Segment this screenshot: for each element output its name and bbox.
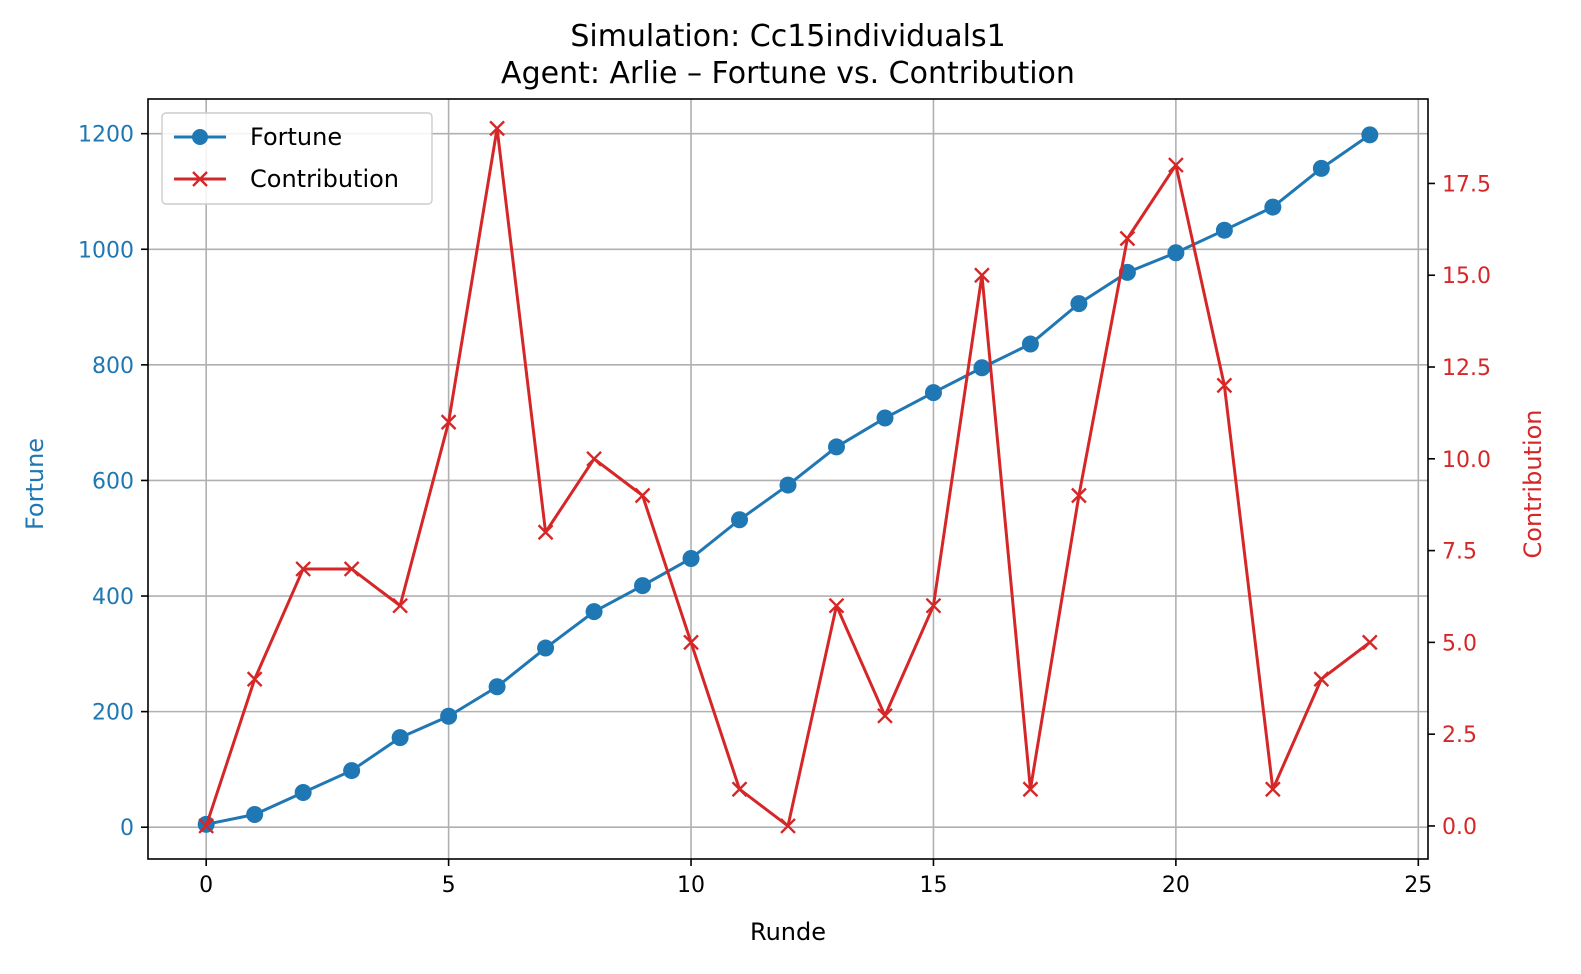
x-axis-label: Runde (750, 918, 826, 946)
y-tick-label-left: 800 (92, 354, 134, 379)
y-tick-label-left: 0 (120, 816, 134, 841)
data-point-contribution (1168, 157, 1184, 173)
data-point-fortune (585, 603, 603, 621)
legend-contribution-marker (192, 171, 208, 187)
series-contribution (198, 120, 1378, 834)
data-point-contribution (489, 120, 505, 137)
data-point-contribution (974, 267, 990, 284)
series-layer (197, 120, 1379, 834)
data-point-contribution (1216, 377, 1233, 394)
data-point-contribution (828, 597, 845, 614)
data-point-contribution (683, 634, 699, 651)
y-tick-label-right: 5.0 (1442, 631, 1477, 656)
y-tick-label-right: 12.5 (1442, 356, 1491, 381)
y-tick-label-left: 1200 (78, 123, 134, 148)
data-point-fortune (682, 549, 700, 567)
data-point-fortune (973, 359, 991, 377)
legend-contribution-label: Contribution (250, 165, 399, 193)
data-point-fortune (1070, 295, 1088, 313)
data-point-contribution (877, 707, 893, 724)
legend: Fortune Contribution (161, 112, 433, 205)
y-axis-label-right: Contribution (1519, 409, 1547, 558)
chart-subtitle: Agent: Arlie – Fortune vs. Contribution (501, 56, 1075, 91)
data-point-contribution (780, 818, 796, 834)
y-tick-label-right: 10.0 (1442, 448, 1491, 473)
y-tick-label-left: 1000 (78, 238, 134, 263)
data-point-fortune (1215, 221, 1233, 239)
data-point-contribution (246, 671, 263, 687)
data-point-fortune (294, 784, 312, 802)
data-point-fortune (731, 511, 749, 529)
data-point-fortune (1312, 159, 1330, 177)
data-point-contribution (440, 414, 457, 430)
x-ticks: 0 5 10 15 20 25 (199, 859, 1432, 898)
data-point-fortune (440, 707, 458, 725)
x-tick-label: 15 (919, 873, 947, 898)
data-point-fortune (1021, 335, 1039, 353)
data-point-contribution (537, 524, 554, 541)
y-ticks-right: 0.0 2.5 5.0 7.5 10.0 12.5 15.0 17.5 (1428, 172, 1491, 840)
y-tick-label-right: 2.5 (1442, 723, 1477, 748)
data-point-contribution (1022, 781, 1039, 798)
data-point-fortune (1361, 126, 1379, 144)
data-point-fortune (779, 476, 797, 494)
chart-title: Simulation: Cc15individuals1 (570, 19, 1005, 54)
data-point-fortune (1167, 244, 1185, 262)
data-point-fortune (246, 805, 264, 823)
y-axis-label-left: Fortune (21, 438, 49, 530)
data-point-fortune (343, 762, 361, 780)
data-point-fortune (634, 577, 652, 595)
x-tick-label: 20 (1162, 873, 1190, 898)
data-point-contribution (198, 818, 215, 834)
data-point-fortune (537, 639, 555, 657)
legend-fortune-marker (192, 129, 208, 145)
data-point-contribution (343, 561, 360, 577)
data-point-fortune (924, 384, 942, 402)
plot-frame (147, 98, 1429, 860)
y-tick-label-right: 7.5 (1442, 540, 1477, 565)
y-tick-label-left: 600 (92, 469, 134, 494)
data-point-contribution (634, 487, 651, 504)
x-tick-label: 5 (442, 873, 456, 898)
data-point-fortune (391, 729, 409, 747)
y-tick-label-left: 200 (92, 701, 134, 726)
data-point-contribution (1071, 487, 1087, 504)
data-point-contribution (1265, 781, 1281, 798)
data-point-fortune (488, 678, 506, 696)
data-point-fortune (1264, 198, 1282, 216)
data-point-contribution (925, 597, 942, 614)
y-tick-label-left: 400 (92, 585, 134, 610)
data-point-contribution (1119, 230, 1136, 247)
y-tick-label-right: 15.0 (1442, 264, 1491, 289)
data-point-contribution (295, 561, 312, 577)
data-point-contribution (1361, 634, 1378, 651)
x-tick-label: 25 (1404, 873, 1432, 898)
x-tick-label: 0 (199, 873, 213, 898)
series-fortune (197, 126, 1379, 833)
data-point-contribution (586, 450, 602, 467)
x-tick-label: 10 (677, 873, 705, 898)
data-point-fortune (876, 409, 894, 427)
data-point-contribution (731, 781, 748, 798)
data-point-fortune (827, 438, 845, 456)
data-point-contribution (392, 597, 408, 614)
y-tick-label-right: 17.5 (1442, 172, 1491, 197)
grid (148, 99, 1428, 859)
data-point-contribution (1313, 671, 1330, 687)
y-ticks-left: 0 200 400 600 800 1000 1200 (78, 123, 148, 841)
y-tick-label-right: 0.0 (1442, 815, 1477, 840)
legend-fortune-label: Fortune (250, 123, 342, 151)
legend-box (161, 112, 433, 205)
